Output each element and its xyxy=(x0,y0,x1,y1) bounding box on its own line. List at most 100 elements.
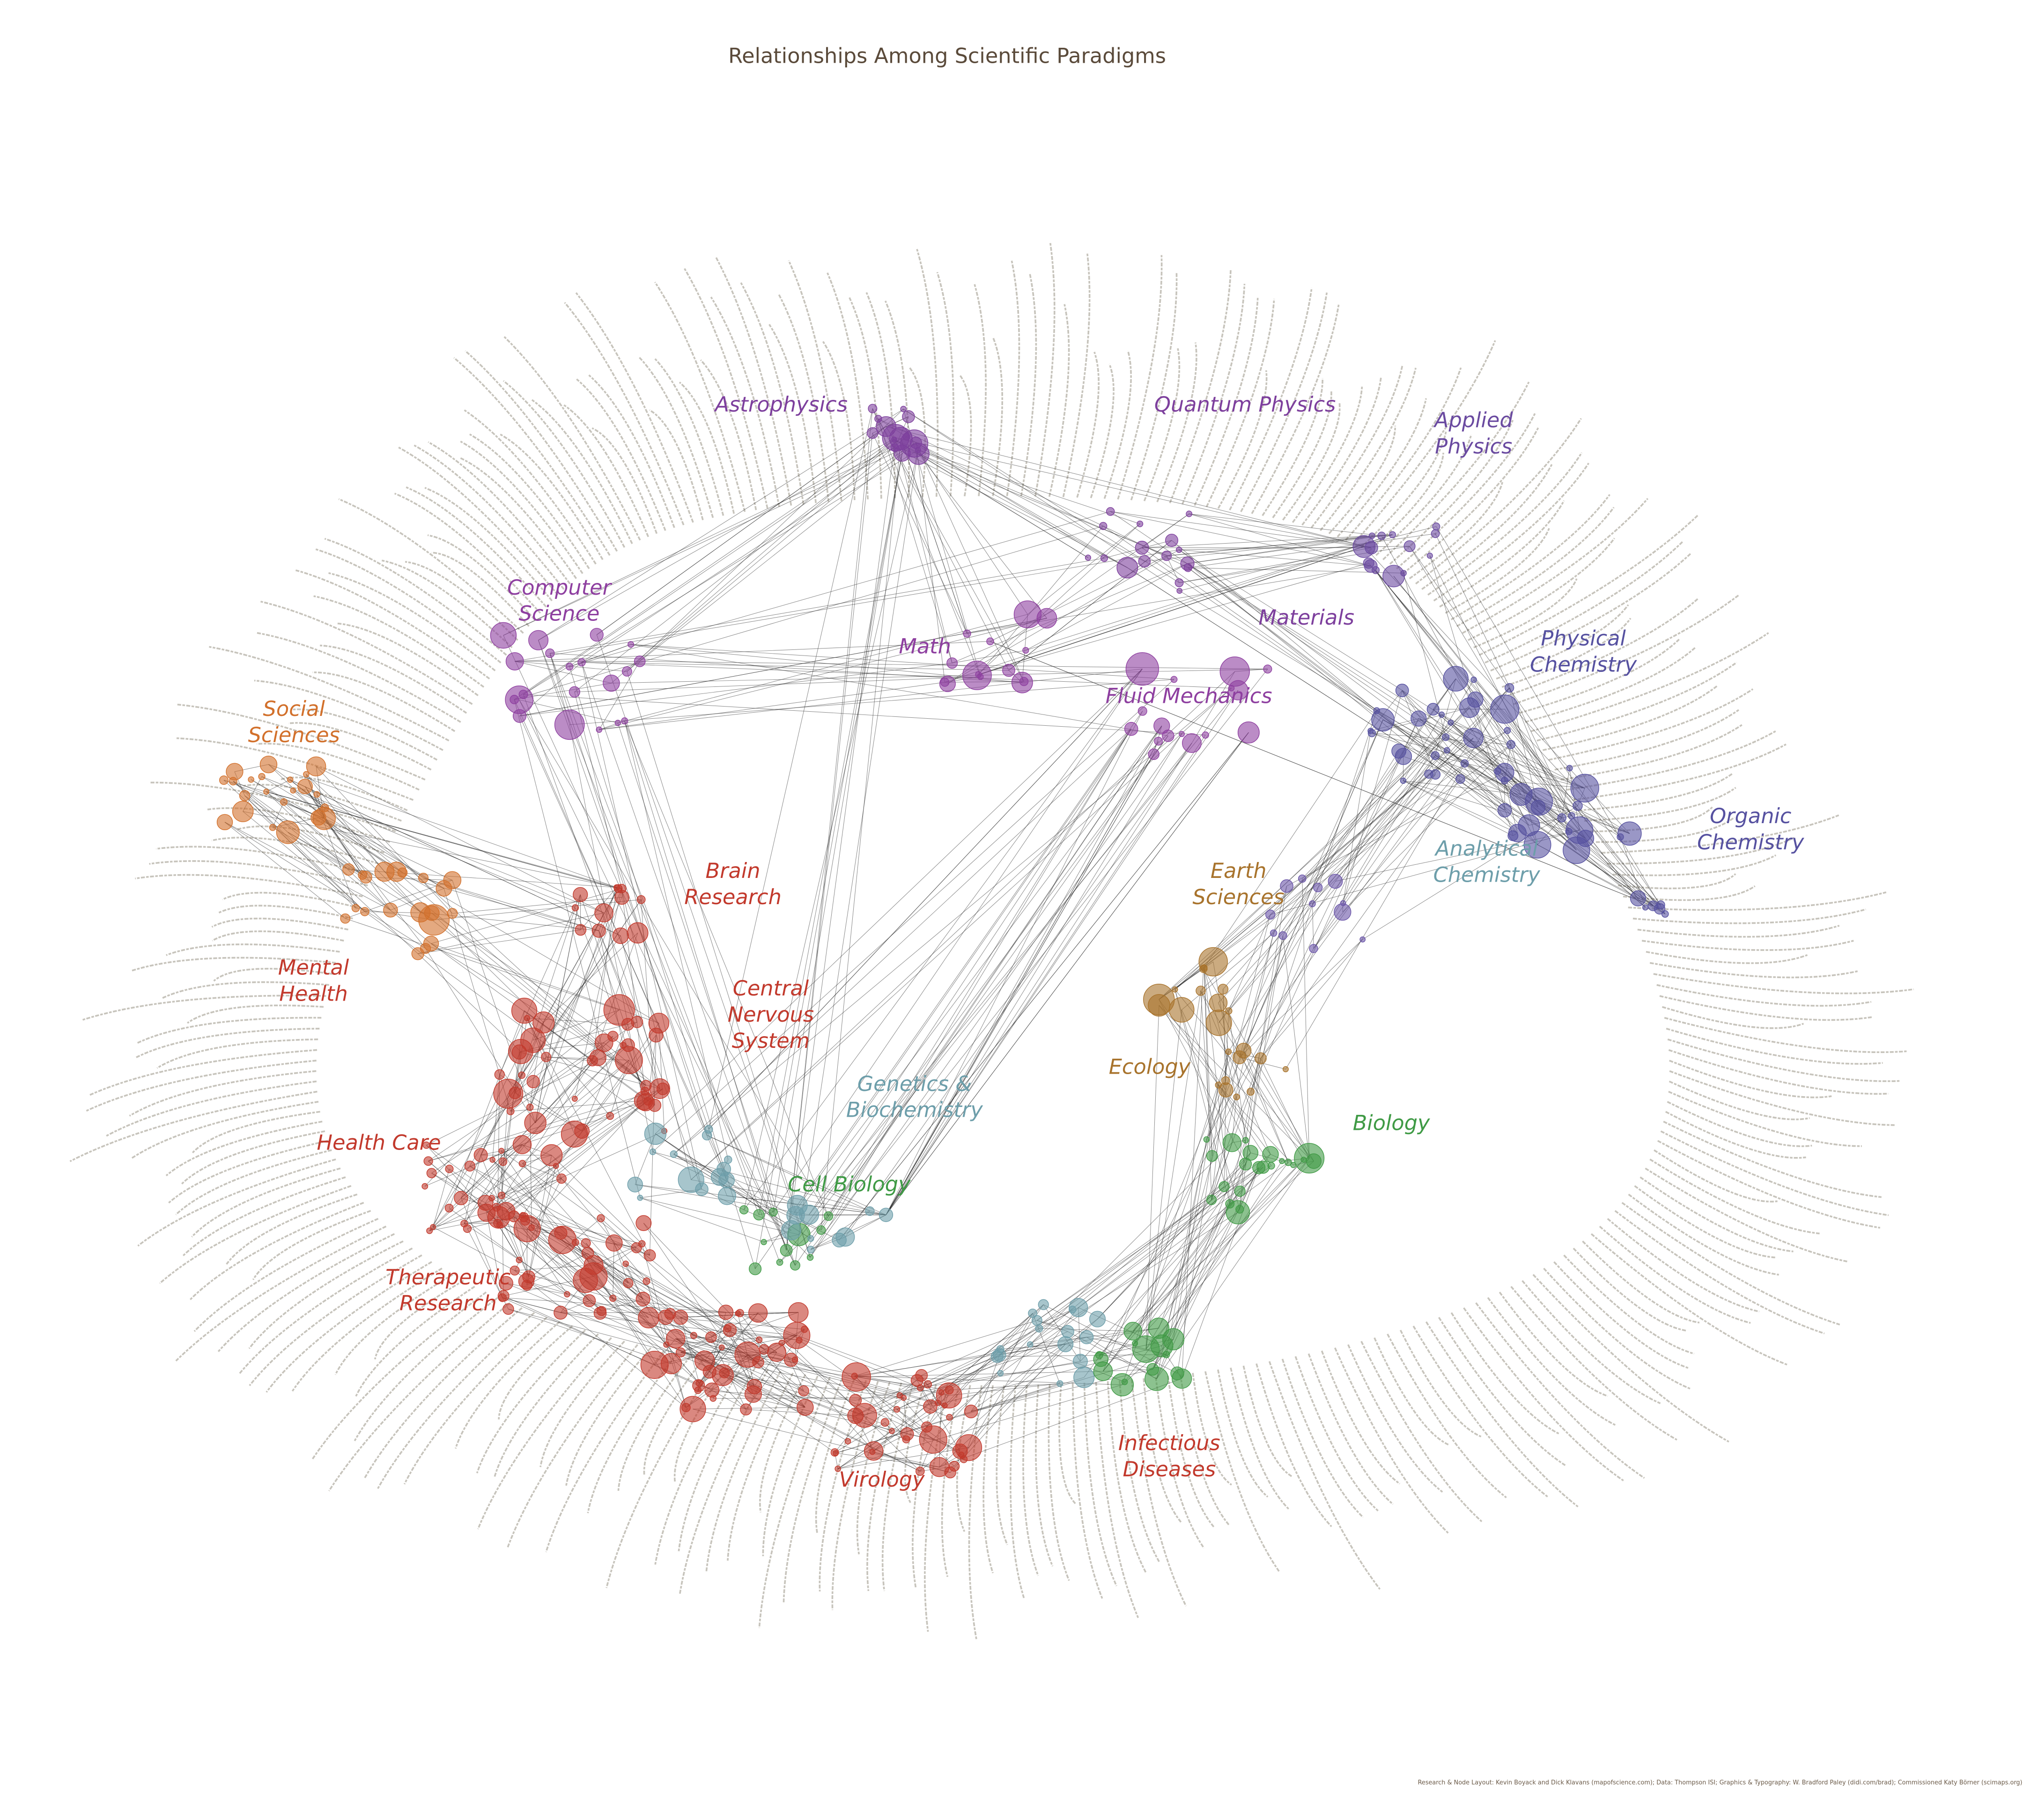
edge xyxy=(1402,690,1436,775)
edge xyxy=(680,1312,798,1353)
node xyxy=(1278,931,1287,940)
node xyxy=(1426,703,1440,716)
region-label: Chemistry xyxy=(1697,830,1804,855)
edge xyxy=(894,439,1128,568)
edge xyxy=(546,1056,592,1061)
fringe-line xyxy=(1095,1382,1139,1618)
edge xyxy=(243,811,365,912)
node xyxy=(1116,557,1138,579)
node xyxy=(1031,1315,1042,1326)
edge xyxy=(522,1163,643,1299)
node xyxy=(1367,728,1374,734)
edge xyxy=(790,1359,874,1452)
region-label: Earth xyxy=(1211,859,1267,883)
fringe-line xyxy=(638,356,714,518)
node xyxy=(1176,546,1182,553)
edge xyxy=(1375,570,1639,899)
fringe-line xyxy=(193,1218,379,1332)
edge xyxy=(496,1061,593,1208)
edge xyxy=(515,549,1179,662)
fringe-line xyxy=(545,1350,665,1553)
edge xyxy=(618,614,1028,723)
edge xyxy=(470,1165,614,1244)
edge xyxy=(708,669,1143,1130)
edge xyxy=(739,1313,760,1340)
node xyxy=(893,444,911,462)
node xyxy=(644,1122,667,1145)
fringe-line xyxy=(1641,940,1854,951)
fringe-line xyxy=(465,350,618,552)
fringe-line xyxy=(1382,381,1530,560)
edge xyxy=(502,1297,712,1391)
edge xyxy=(914,443,1128,568)
fringe-line xyxy=(1415,418,1582,585)
edge xyxy=(930,1345,1162,1407)
fringe-line xyxy=(1399,1329,1482,1437)
edge xyxy=(613,1243,614,1298)
fringe-line xyxy=(464,409,597,565)
fringe-line xyxy=(355,1286,475,1397)
fringe-line xyxy=(982,1385,994,1574)
edge xyxy=(708,408,873,1129)
node xyxy=(635,1215,652,1231)
edge xyxy=(665,1317,805,1330)
region-label: Biology xyxy=(1353,1111,1430,1135)
node xyxy=(583,1294,596,1307)
node xyxy=(834,1466,841,1472)
edge xyxy=(738,1313,921,1388)
node xyxy=(493,1078,524,1109)
edge xyxy=(828,729,1132,1216)
node xyxy=(767,1342,786,1362)
fringe-line xyxy=(1479,514,1699,656)
fringe-line xyxy=(1525,647,1696,723)
node xyxy=(1298,874,1307,883)
fringe-line xyxy=(768,324,817,503)
edge xyxy=(224,822,391,911)
edge xyxy=(233,781,366,877)
edge xyxy=(617,722,796,1266)
edge xyxy=(620,936,660,1089)
node xyxy=(499,1157,508,1166)
edge xyxy=(655,669,1143,1134)
node xyxy=(1247,1088,1255,1096)
edge xyxy=(872,408,981,677)
edge xyxy=(1228,1010,1246,1141)
fringe-line xyxy=(374,1280,464,1360)
node xyxy=(605,1234,623,1252)
node xyxy=(1565,828,1573,835)
edge xyxy=(947,549,1179,684)
fringe-line xyxy=(1360,1341,1483,1522)
edge xyxy=(523,694,1206,736)
node xyxy=(1239,1157,1252,1171)
edge xyxy=(1179,590,1538,808)
edge xyxy=(1026,534,1393,651)
node xyxy=(1400,777,1407,784)
node xyxy=(1328,874,1343,889)
edge xyxy=(1030,1212,1238,1345)
edge xyxy=(1030,1142,1233,1345)
fringe-line xyxy=(460,457,577,579)
node xyxy=(518,1160,526,1167)
edge xyxy=(968,1344,1031,1448)
edge xyxy=(508,936,621,1094)
fringe-line xyxy=(381,560,513,648)
fringe-line xyxy=(1035,1385,1054,1567)
edge xyxy=(290,779,621,936)
node xyxy=(593,1306,607,1320)
fringe-line xyxy=(1660,1130,1889,1216)
node xyxy=(1221,1076,1230,1085)
node xyxy=(1056,1380,1063,1387)
fringe-line xyxy=(1240,292,1328,512)
node xyxy=(759,1344,769,1355)
edge xyxy=(920,1344,1066,1472)
node xyxy=(781,1220,802,1240)
fringe-line xyxy=(1048,304,1070,497)
edge xyxy=(1239,939,1363,1058)
node xyxy=(997,1370,1004,1377)
node xyxy=(844,1438,851,1444)
edge xyxy=(1189,513,1382,536)
node xyxy=(1507,830,1519,841)
node xyxy=(581,1238,591,1248)
fringe-line xyxy=(758,1377,831,1628)
fringe-line xyxy=(176,737,414,801)
